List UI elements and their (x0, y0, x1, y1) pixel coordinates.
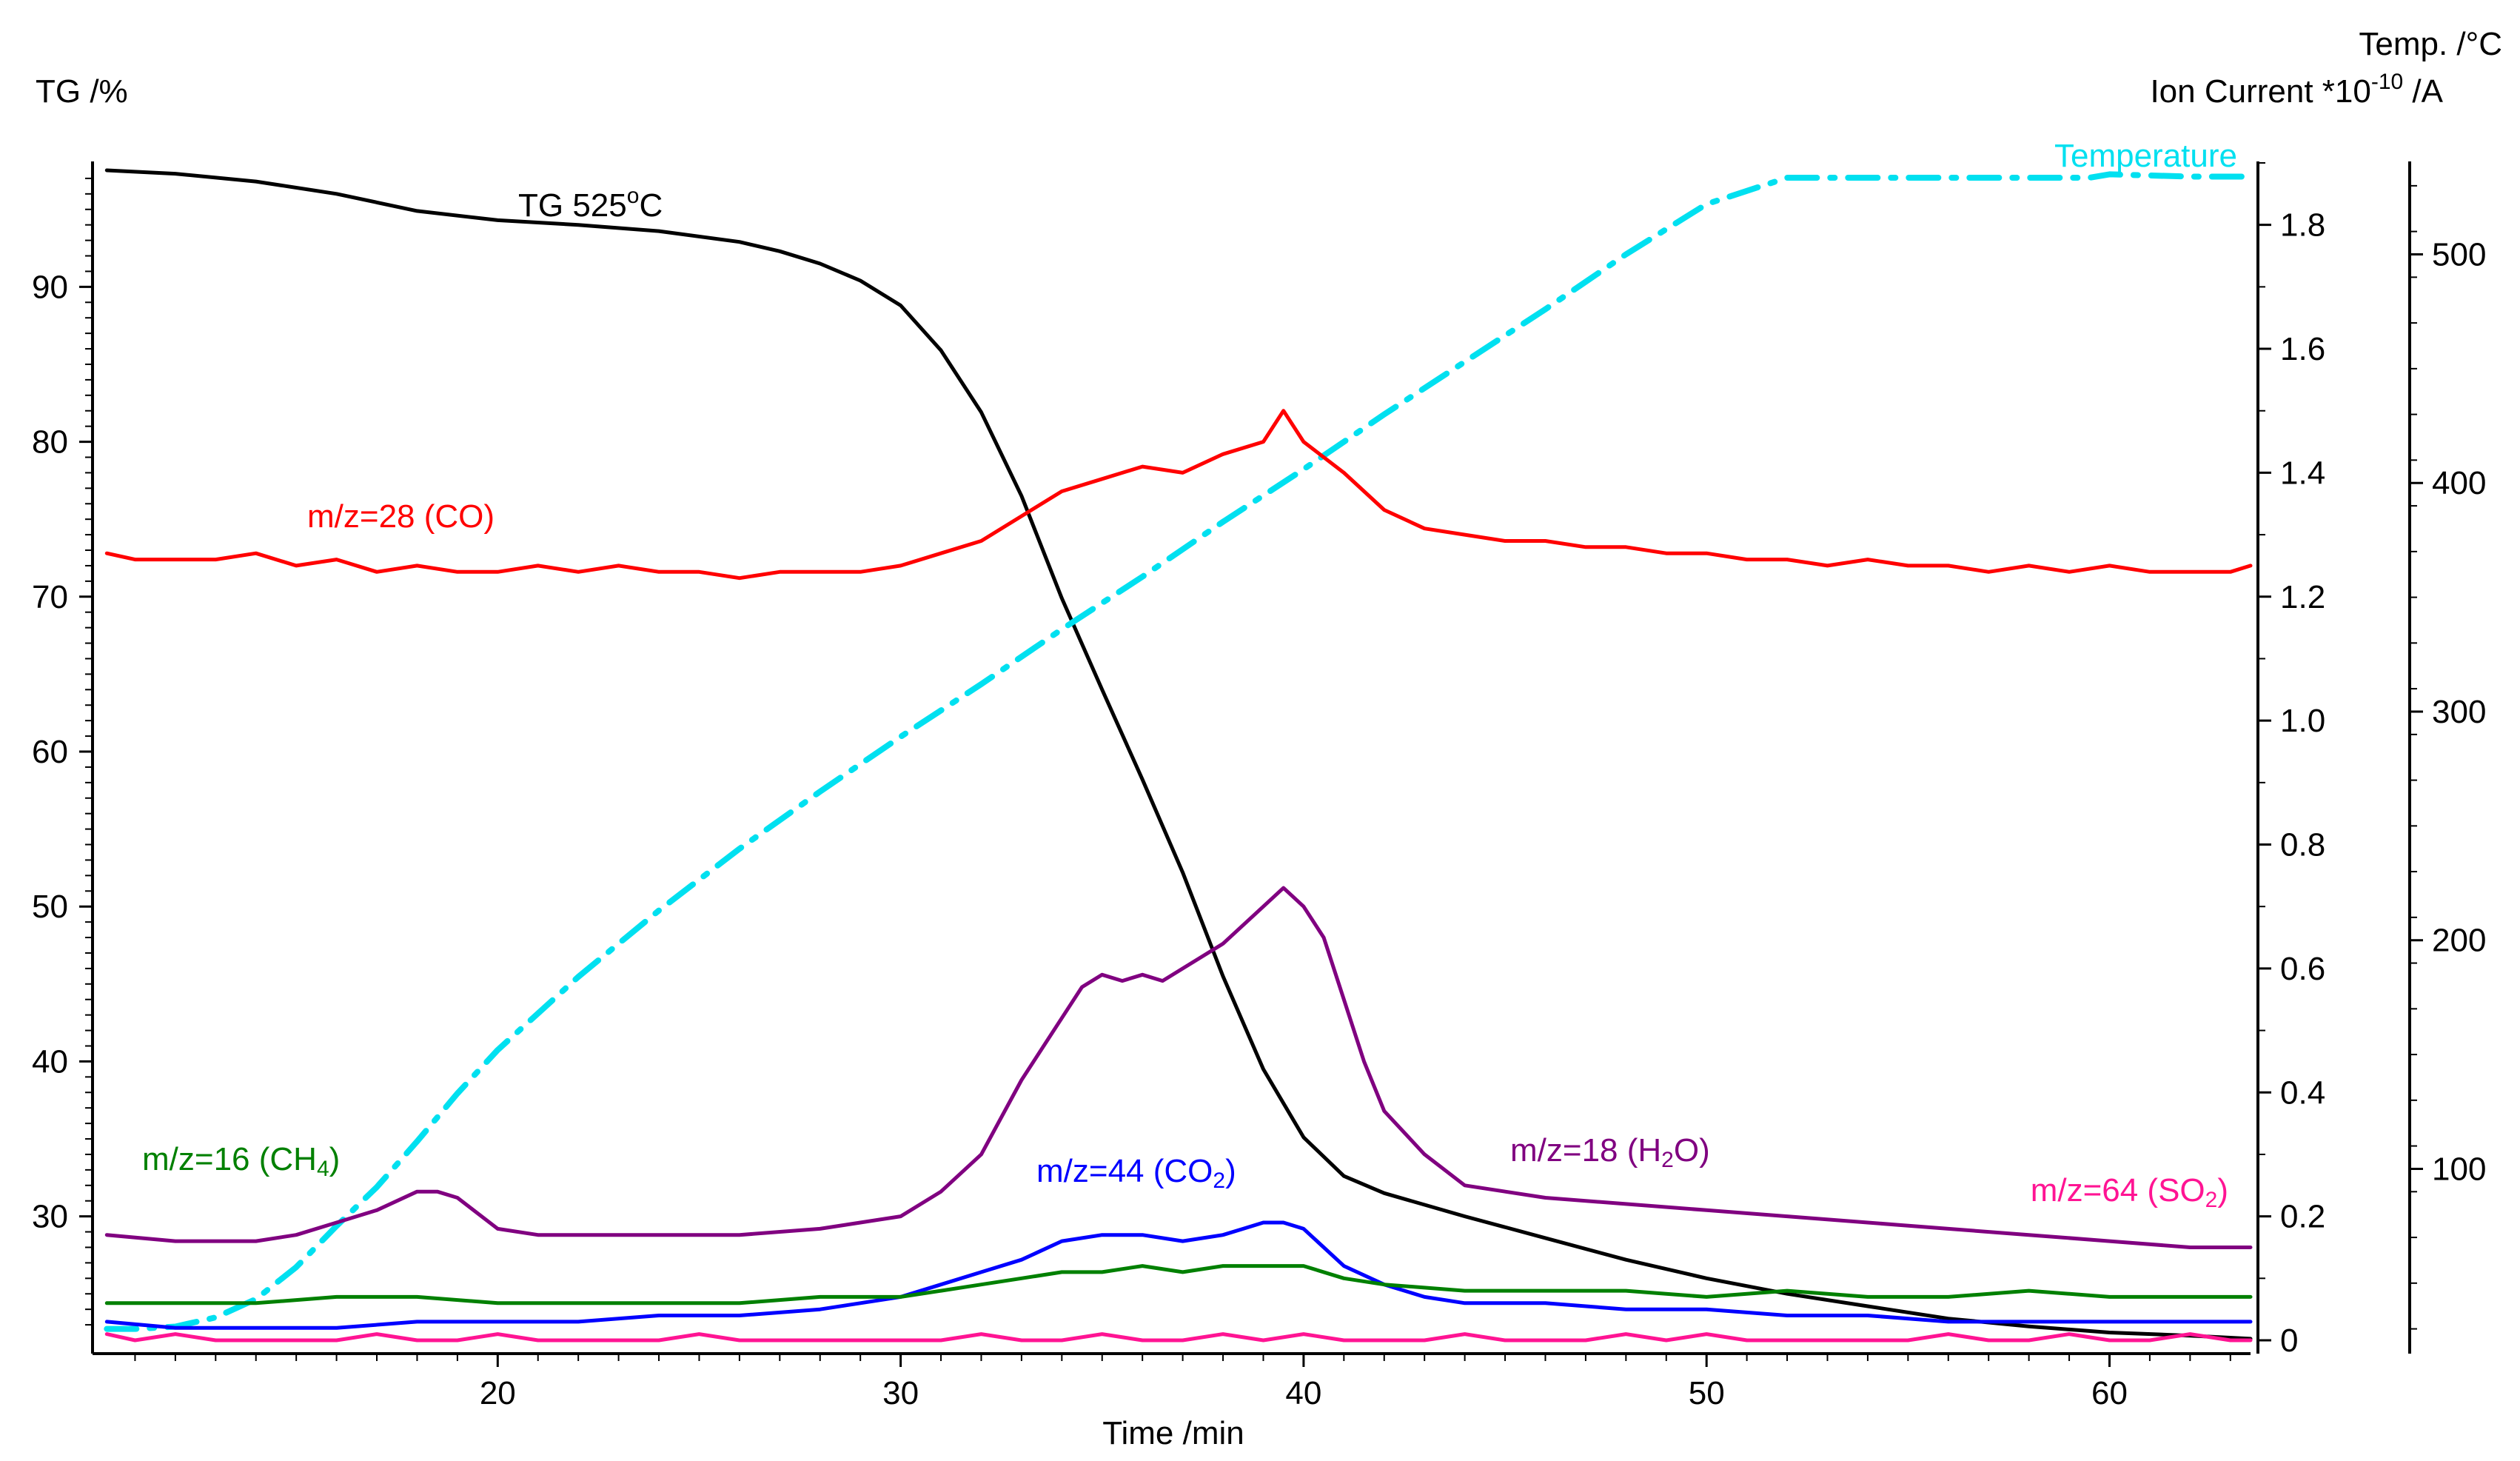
ion-tick-label: 1.6 (2280, 331, 2325, 367)
tg-tick-label: 70 (32, 579, 68, 615)
series-label-m-z-28-co: m/z=28 (CO) (307, 498, 495, 535)
series-line-m-z-64-so2 (104, 1332, 2253, 1343)
series-line-tg-525oc (104, 168, 2253, 1341)
ion-axis-title-prefix: Ion Current *10 (2150, 73, 2370, 110)
x-tick-label: 60 (2091, 1375, 2128, 1411)
x-axis-title: Time /min (1102, 1415, 1244, 1451)
temp-tick-label: 400 (2432, 465, 2486, 501)
x-tick-label: 30 (882, 1375, 919, 1411)
series-label-tg-525oc: TG 525oC (518, 184, 663, 224)
temp-tick-label: 500 (2432, 236, 2486, 273)
tg-tick-label: 50 (32, 889, 68, 925)
series-label-m-z-18-h2o: m/z=18 (H2O) (1510, 1132, 1710, 1172)
tg-axis-title: TG /% (36, 73, 128, 110)
temp-tick-label: 100 (2432, 1151, 2486, 1187)
ion-tick-label: 0.2 (2280, 1199, 2325, 1235)
temp-axis-title: Temp. /°C (2359, 26, 2502, 62)
ion-tick-label: 0.8 (2280, 827, 2325, 863)
series-layer (104, 168, 2253, 1343)
series-labels: TG 525oC Temperature m/z=28 (CO) m/z=18 (H2… (142, 138, 2237, 1212)
ion-tick-label: 1.0 (2280, 703, 2325, 739)
temp-tick-label: 200 (2432, 923, 2486, 959)
axis-ticks: 20 30 40 50 60 30 40 50 60 70 80 90 0 0.2 0.4 0.6 0.8 1.0… (32, 162, 2486, 1411)
x-tick-label: 50 (1689, 1375, 1725, 1411)
series-label-m-z-44-co2: m/z=44 (CO2) (1036, 1153, 1236, 1193)
ion-tick-label: 0.6 (2280, 951, 2325, 987)
tg-tick-label: 80 (32, 424, 68, 461)
ion-tick-label: 0.4 (2280, 1074, 2325, 1111)
ion-tick-label: 1.8 (2280, 207, 2325, 244)
series-line-temperature (104, 171, 2253, 1332)
series-line-m-z-28-co (104, 409, 2253, 581)
series-label-m-z-16-ch4: m/z=16 (CH4) (142, 1141, 340, 1181)
tg-tick-label: 90 (32, 269, 68, 305)
ion-axis-title-exp: -10 (2371, 70, 2403, 94)
ion-tick-label: 1.2 (2280, 579, 2325, 615)
ion-tick-label: 0 (2280, 1323, 2298, 1359)
series-line-m-z-18-h2o (104, 886, 2253, 1249)
series-line-m-z-16-ch4 (104, 1264, 2253, 1305)
x-tick-label: 20 (480, 1375, 516, 1411)
x-tick-label: 40 (1285, 1375, 1321, 1411)
tg-tick-label: 40 (32, 1043, 68, 1080)
ion-axis-title: Ion Current *10-10 /A (2150, 70, 2443, 110)
temp-tick-label: 300 (2432, 694, 2486, 730)
series-label-temperature: Temperature (2054, 138, 2237, 174)
tg-tick-label: 30 (32, 1199, 68, 1235)
ion-axis-title-suffix: /A (2403, 73, 2443, 110)
tg-tick-label: 60 (32, 734, 68, 770)
series-label-m-z-64-so2: m/z=64 (SO2) (2031, 1172, 2228, 1212)
series-line-m-z-44-co2 (104, 1220, 2253, 1330)
ion-tick-label: 1.4 (2280, 455, 2325, 491)
